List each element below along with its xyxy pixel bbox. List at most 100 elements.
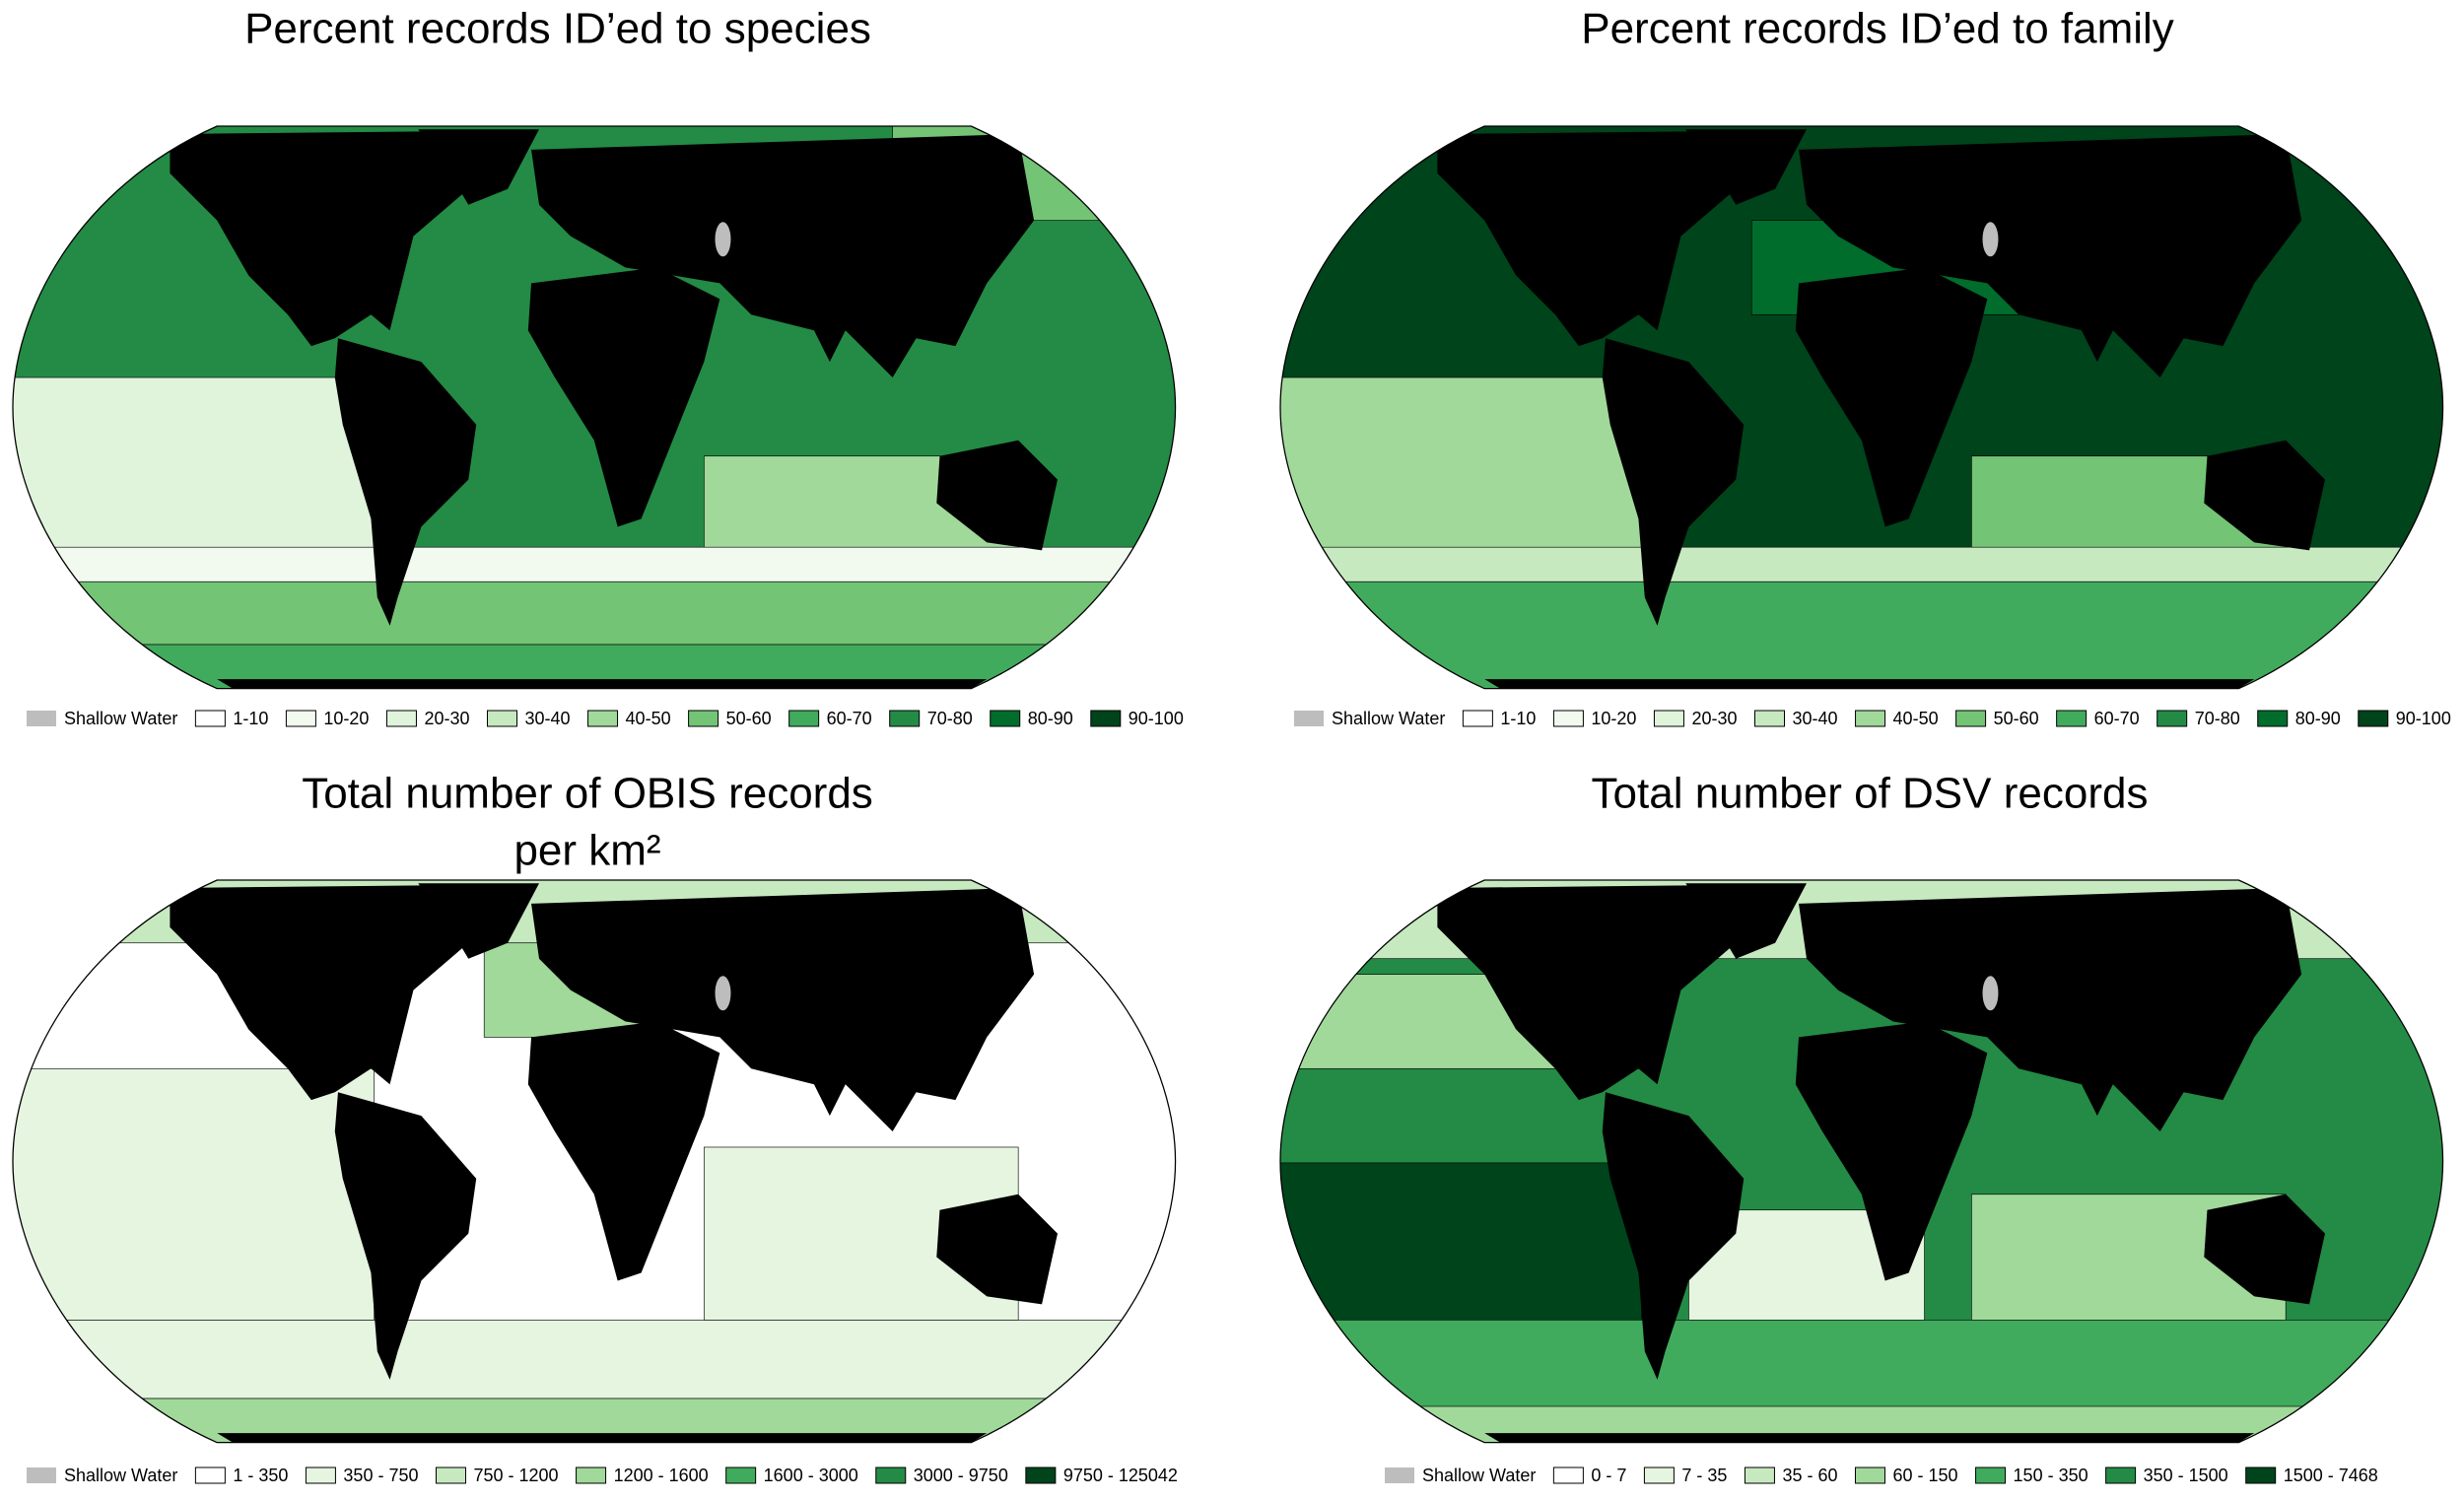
legend-label: 10-20 [1591,709,1636,728]
legend-swatch [305,1467,336,1484]
legend-label: 50-60 [726,709,772,728]
legend-label: 70-80 [2195,709,2240,728]
legend-swatch [1975,1467,2007,1484]
legend-label: 80-90 [1028,709,1073,728]
legend-label: 150 - 350 [2014,1466,2088,1485]
legend-label: 35 - 60 [1782,1466,1837,1485]
caspian [715,222,731,257]
legend-swatch [1294,711,1324,726]
legend-swatch [1552,710,1584,727]
legend-swatch [990,710,1021,727]
legend-label: 50-60 [1994,709,2039,728]
legend-swatch [1854,1467,1885,1484]
legend-swatch [2056,710,2088,727]
legend-swatch [889,710,921,727]
map-body [1280,126,2443,689]
legend-label: 30-40 [1793,709,1838,728]
panel-title: Total number of OBIS records [302,770,873,818]
legend-swatch [1462,710,1493,727]
panel: Percent records ID’ed to species Shallow … [12,5,1184,728]
legend-swatch [576,1467,607,1484]
ocean-region [1280,1162,1642,1321]
map-body [13,880,1176,1443]
caspian [715,976,731,1011]
legend-swatch [1552,1467,1584,1484]
legend-swatch [688,710,719,727]
legend-swatch [2358,710,2389,727]
legend-swatch [194,710,226,727]
panel: Total number of OBIS records per km² Shall… [12,770,1178,1485]
map-body [13,126,1176,689]
ocean-region [13,1320,1176,1399]
legend-label: 70-80 [927,709,973,728]
map [12,125,1177,690]
legend-swatch [587,710,619,727]
panel: Total number of DSV records Shallow Water… [1279,770,2444,1485]
legend-swatch [1754,710,1785,727]
legend-label: 7 - 35 [1681,1466,1727,1485]
legend-label: 10-20 [323,709,369,728]
legend-label: 60-70 [827,709,872,728]
legend-label: Shallow Water [64,709,177,728]
legend-label: 30-40 [525,709,571,728]
legend-label: 1 - 350 [233,1466,288,1485]
panel-title: Total number of DSV records [1592,770,2149,818]
legend-swatch [875,1467,907,1484]
legend-label: 3000 - 9750 [914,1466,1008,1485]
legend-swatch [1653,710,1684,727]
legend-label: 1500 - 7468 [2284,1466,2378,1485]
legend-swatch [788,710,820,727]
legend-label: 40-50 [626,709,671,728]
legend-label: 750 - 1200 [473,1466,558,1485]
legend-label: Shallow Water [1332,709,1445,728]
ocean-region [1280,1320,2443,1415]
legend-swatch [435,1467,466,1484]
panel-title: per km² [513,827,660,875]
legend-swatch [2156,710,2188,727]
legend-label: 350 - 1500 [2144,1466,2228,1485]
legend-swatch [2257,710,2289,727]
panel-title: Percent records ID’ed to species [244,5,871,53]
map [12,879,1177,1444]
legend-label: Shallow Water [1422,1466,1536,1485]
legend-swatch [1385,1467,1414,1483]
map [1279,125,2444,690]
legend-swatch [725,1467,757,1484]
ocean-region [1280,546,2443,582]
legend-swatch [1955,710,1987,727]
legend-label: 1-10 [1500,709,1536,728]
ocean-region [13,546,1176,582]
legend-swatch [385,710,417,727]
legend-label: 90-100 [2396,709,2451,728]
legend-label: 1200 - 1600 [614,1466,709,1485]
legend-swatch [2105,1467,2137,1484]
legend-swatch [1090,710,1122,727]
legend-swatch [1025,1467,1057,1484]
legend-swatch [1744,1467,1775,1484]
legend-swatch [1643,1467,1675,1484]
map-body [1280,880,2443,1443]
caspian [1982,222,1999,257]
legend-label: 1-10 [233,709,268,728]
ocean-region [1280,580,2443,689]
legend-label: 60 - 150 [1892,1466,1957,1485]
legend-label: Shallow Water [64,1466,177,1485]
legend-swatch [27,1467,56,1483]
ocean-region [13,1067,375,1321]
legend-label: 40-50 [1893,709,1939,728]
panel-title: Percent records ID’ed to family [1581,5,2174,53]
legend-label: 0 - 7 [1591,1466,1626,1485]
legend-label: 90-100 [1129,709,1184,728]
legend-label: 20-30 [1691,709,1737,728]
ocean-region [13,580,1176,646]
legend-label: 1600 - 3000 [764,1466,858,1485]
legend-label: 9750 - 125042 [1063,1466,1178,1485]
legend-swatch [194,1467,226,1484]
legend-swatch [27,711,56,726]
legend-label: 60-70 [2094,709,2140,728]
legend-label: 80-90 [2295,709,2341,728]
legend-swatch [285,710,316,727]
legend-swatch [1855,710,1886,727]
panel: Percent records ID’ed to family Shallow W… [1279,5,2451,728]
